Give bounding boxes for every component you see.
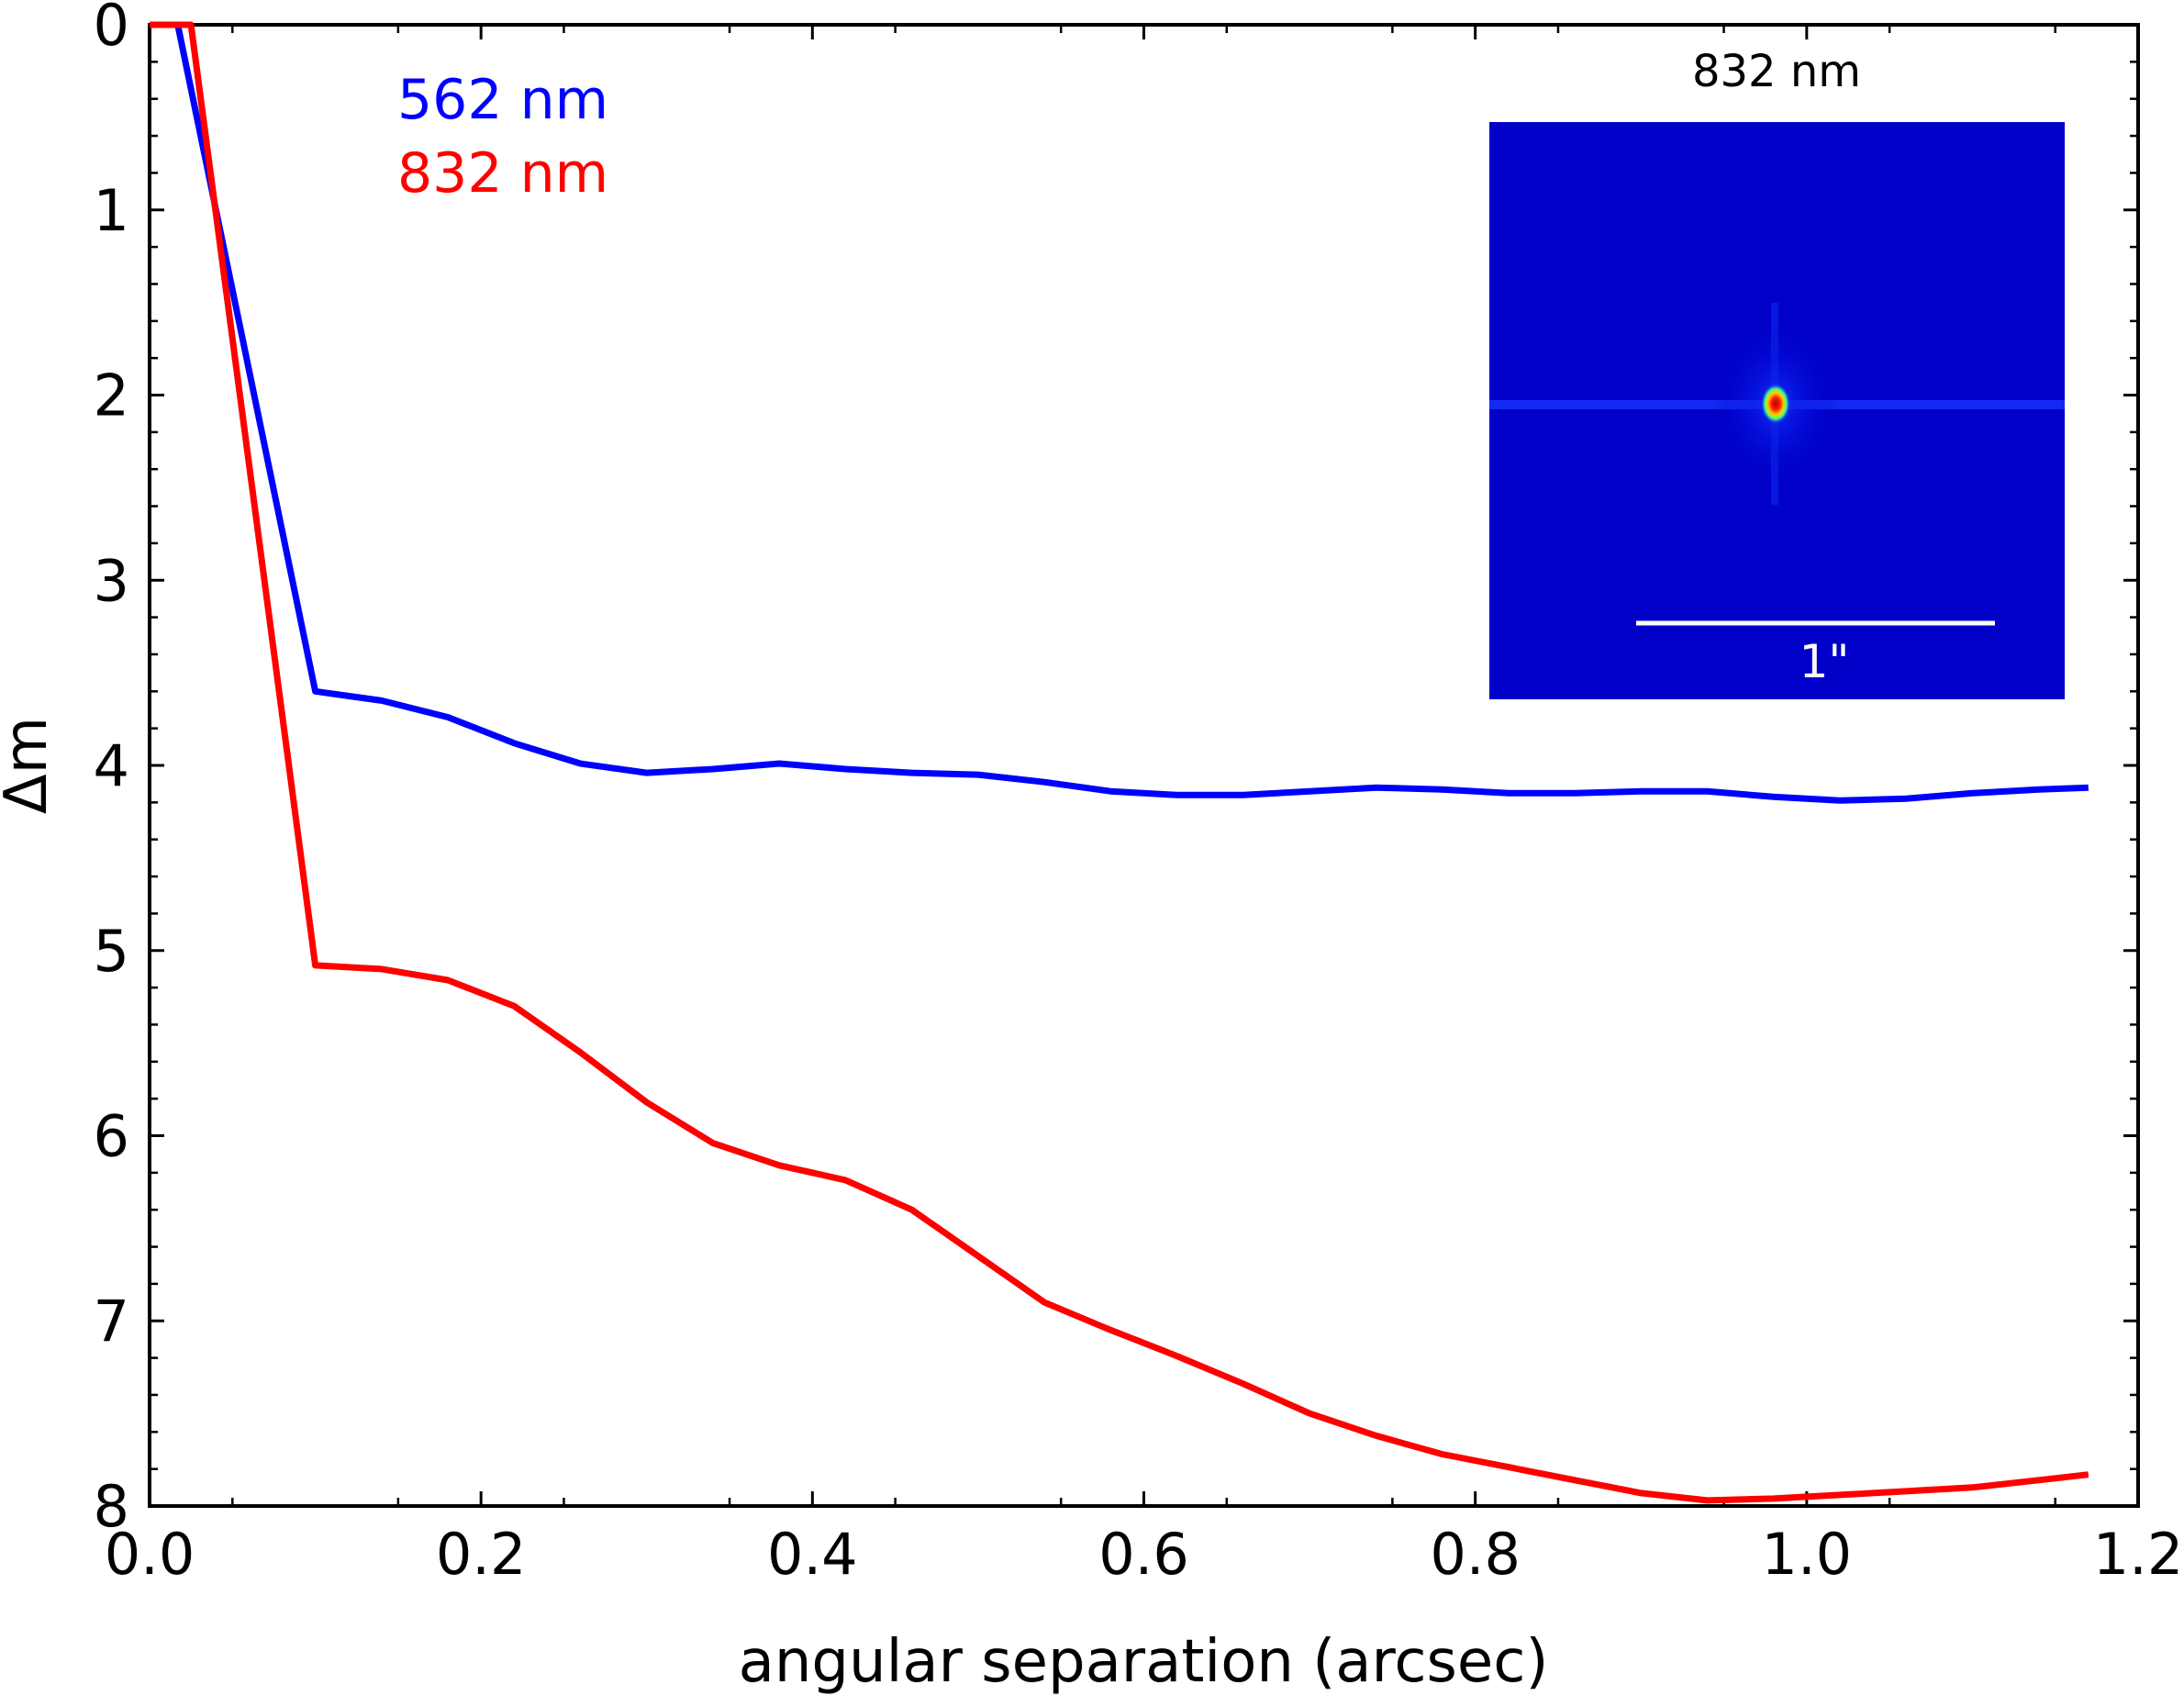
- y-tick-label: 7: [94, 1288, 129, 1355]
- inset-psf-image: 832 nm 1": [1489, 46, 2065, 699]
- y-tick-label: 4: [94, 732, 129, 799]
- x-tick-label: 0.8: [1430, 1521, 1521, 1588]
- y-tick-label: 8: [94, 1473, 129, 1540]
- y-tick-label: 2: [94, 363, 129, 430]
- inset-title: 832 nm: [1692, 46, 1861, 97]
- y-tick-label: 5: [94, 918, 129, 985]
- x-tick-label: 1.2: [2093, 1521, 2184, 1588]
- series-line-562-nm: [150, 21, 2089, 804]
- inset-scale-label: 1": [1800, 635, 1850, 688]
- legend-entry-562: 562 nm: [397, 68, 608, 132]
- series-line-832-nm: [150, 21, 2089, 1504]
- inset-psf-core: [1761, 384, 1790, 424]
- y-axis-label: Δm: [0, 717, 61, 814]
- x-tick-label: 0.0: [105, 1521, 195, 1588]
- y-tick-label: 0: [94, 0, 129, 59]
- x-tick-label: 0.4: [767, 1521, 858, 1588]
- x-axis-label: angular separation (arcsec): [739, 1628, 1549, 1696]
- x-tick-label: 1.0: [1762, 1521, 1853, 1588]
- y-tick-label: 3: [94, 547, 129, 614]
- y-tick-label: 6: [94, 1103, 129, 1170]
- legend-entry-832: 832 nm: [397, 141, 608, 206]
- x-tick-label: 0.6: [1098, 1521, 1189, 1588]
- x-axis-ticks: 0.0 0.2 0.4 0.6 0.8 1.0 1.2: [105, 25, 2184, 1588]
- y-axis-ticks: 0 1 2 3 4 5 6 7 8: [94, 0, 2138, 1540]
- y-tick-label: 1: [94, 177, 129, 244]
- series-layer: [150, 21, 2089, 1504]
- x-tick-label: 0.2: [436, 1521, 527, 1588]
